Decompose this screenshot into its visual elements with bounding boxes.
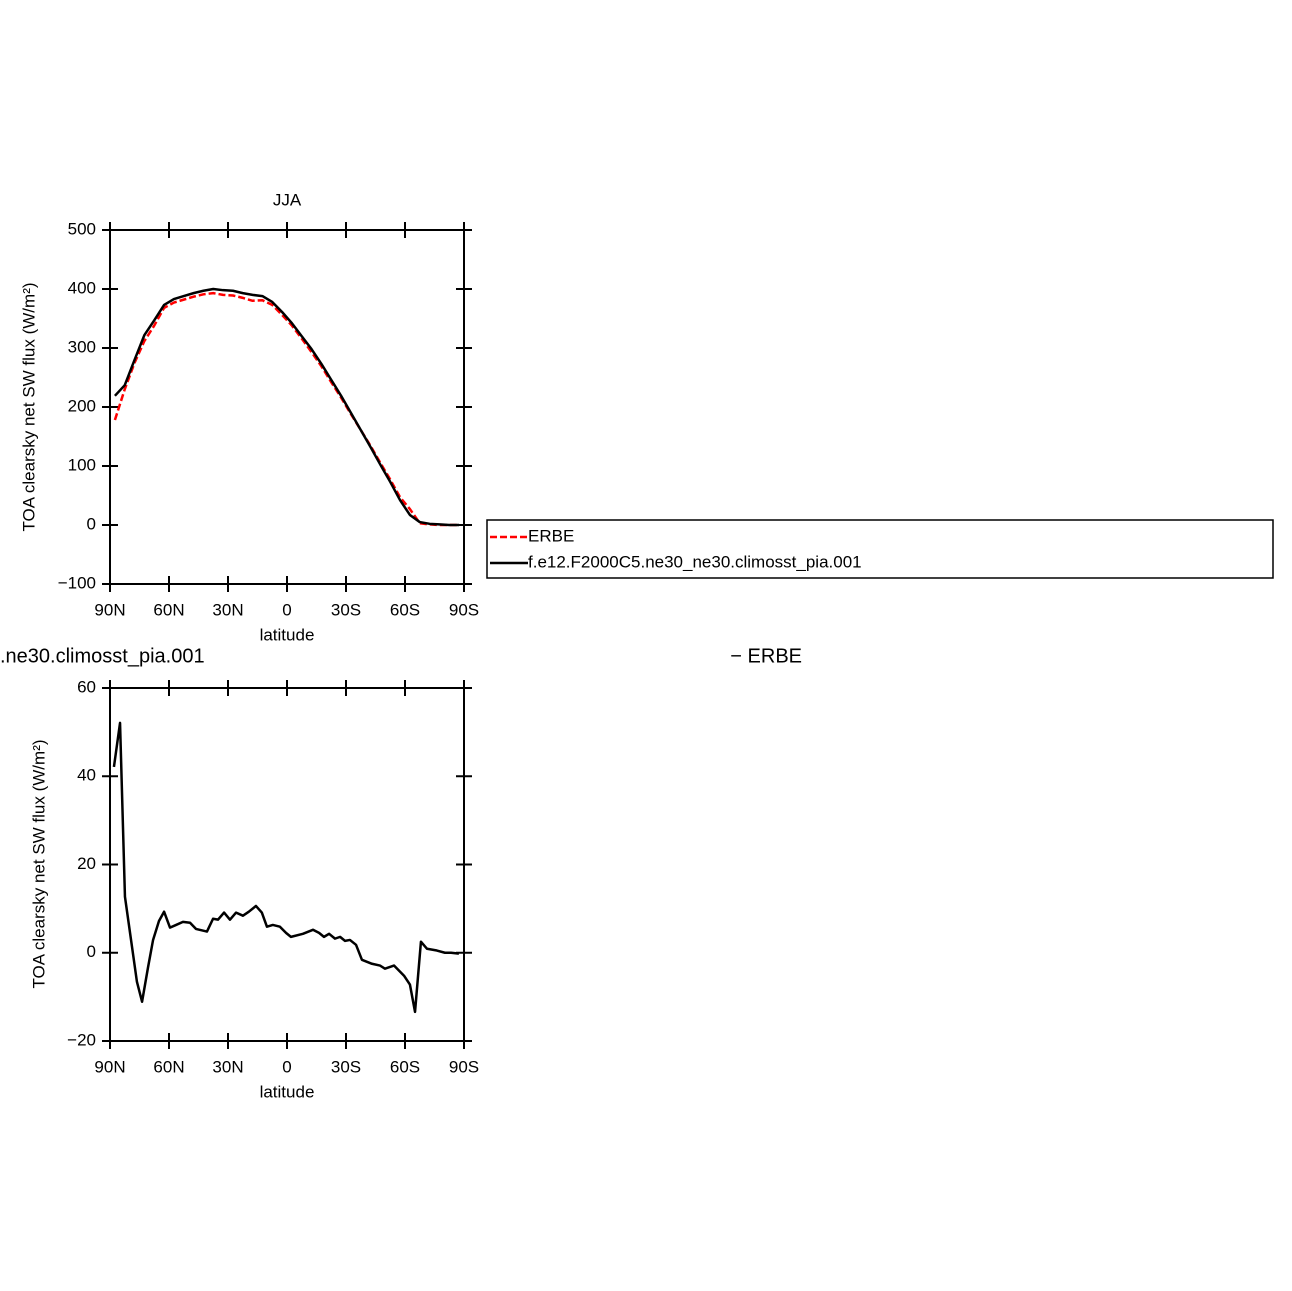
x-tick-label: 0 xyxy=(282,600,291,619)
y-axis-label: TOA clearsky net SW flux (W/m²) xyxy=(19,282,38,531)
y-tick-label: 200 xyxy=(68,396,96,415)
x-tick-label: 90S xyxy=(449,1057,479,1076)
x-axis-label: latitude xyxy=(260,625,315,644)
x-axis-label: latitude xyxy=(260,1082,315,1101)
x-tick-label: 60N xyxy=(153,600,184,619)
y-tick-label: −20 xyxy=(67,1030,96,1049)
data-line xyxy=(114,287,460,527)
data-line xyxy=(113,291,460,527)
y-tick-label: 60 xyxy=(77,677,96,696)
y-tick-label: 400 xyxy=(68,278,96,297)
y-tick-label: 0 xyxy=(87,514,96,533)
x-tick-label: 90N xyxy=(94,600,125,619)
y-tick-label: 300 xyxy=(68,337,96,356)
data-line xyxy=(112,721,460,1014)
x-tick-label: 0 xyxy=(282,1057,291,1076)
y-tick-label: 500 xyxy=(68,219,96,238)
x-tick-label: 30S xyxy=(331,600,361,619)
y-tick-label: 40 xyxy=(77,766,96,785)
legend-label: f.e12.F2000C5.ne30_ne30.climosst_pia.001 xyxy=(528,552,862,571)
x-tick-label: 60S xyxy=(390,600,420,619)
x-tick-label: 60S xyxy=(390,1057,420,1076)
x-tick-label: 90S xyxy=(449,600,479,619)
x-tick-label: 30S xyxy=(331,1057,361,1076)
x-tick-label: 30N xyxy=(212,600,243,619)
y-tick-label: 20 xyxy=(77,854,96,873)
chart-title-right: − ERBE xyxy=(730,645,802,667)
y-axis-label: TOA clearsky net SW flux (W/m²) xyxy=(29,739,48,988)
legend-box xyxy=(486,519,1274,579)
y-tick-label: −100 xyxy=(58,573,96,592)
x-tick-label: 30N xyxy=(212,1057,243,1076)
x-tick-label: 60N xyxy=(153,1057,184,1076)
chart-title: JJA xyxy=(273,190,302,209)
y-tick-label: 0 xyxy=(87,942,96,961)
y-tick-label: 100 xyxy=(68,455,96,474)
plot-frame xyxy=(109,229,465,585)
x-tick-label: 90N xyxy=(94,1057,125,1076)
legend-label: ERBE xyxy=(528,526,574,545)
chart-title-left: .ne30.climosst_pia.001 xyxy=(0,645,205,667)
